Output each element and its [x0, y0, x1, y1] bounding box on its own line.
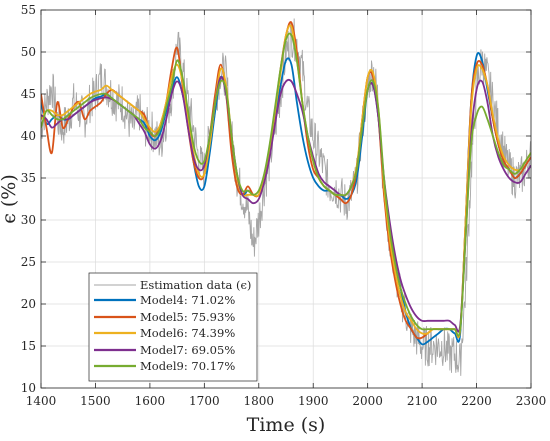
- y-tick-label: 30: [21, 213, 36, 227]
- legend: Estimation data (ϵ) Model4: 71.02% Model…: [88, 272, 258, 382]
- legend-entry: Model9: 70.17%: [94, 359, 235, 373]
- series-line-model: [41, 32, 531, 337]
- y-tick-label: 25: [21, 255, 36, 269]
- axis-ticks: [40, 9, 532, 389]
- x-tick-label: 2200: [461, 394, 492, 408]
- x-tick-label: 1600: [135, 394, 166, 408]
- plot-frame: [40, 9, 532, 389]
- x-tick-label: 1800: [244, 394, 275, 408]
- legend-label: Model5: 75.93%: [140, 310, 235, 324]
- legend-label: Model4: 71.02%: [140, 293, 235, 307]
- legend-entry: Model4: 71.02%: [94, 293, 235, 307]
- x-tick-label: 2100: [407, 394, 438, 408]
- x-tick-label: 1900: [298, 394, 329, 408]
- y-tick-label: 45: [21, 87, 36, 101]
- legend-entry: Model5: 75.93%: [94, 310, 235, 324]
- legend-entry: Model6: 74.39%: [94, 326, 235, 340]
- legend-entry: Model7: 69.05%: [94, 343, 235, 357]
- y-tick-label: 50: [21, 45, 36, 59]
- x-tick-label: 2000: [352, 394, 383, 408]
- y-tick-label: 20: [21, 297, 36, 311]
- legend-box: [88, 272, 258, 382]
- x-tick-label: 2300: [516, 394, 547, 408]
- x-tick-label: 1700: [189, 394, 220, 408]
- legend-label: Model7: 69.05%: [140, 343, 235, 357]
- y-axis-label: ϵ (%): [0, 174, 20, 224]
- y-tick-labels: 10 15 20 25 30 35 40 45 50 55: [21, 3, 36, 395]
- legend-entry: Estimation data (ϵ): [94, 278, 251, 292]
- legend-label: Estimation data (ϵ): [140, 278, 251, 292]
- x-tick-labels: 1400 1500 1600 1700 1800 1900 2000 2100 2200 2300: [26, 394, 547, 408]
- y-tick-label: 55: [21, 3, 36, 17]
- x-tick-label: 1500: [80, 394, 111, 408]
- series-layer: [41, 18, 531, 376]
- y-tick-label: 40: [21, 129, 36, 143]
- x-tick-label: 1400: [26, 394, 57, 408]
- x-axis-label: Time (s): [247, 414, 326, 436]
- legend-label: Model6: 74.39%: [140, 326, 235, 340]
- y-tick-label: 10: [21, 381, 36, 395]
- legend-label: Model9: 70.17%: [140, 359, 235, 373]
- y-tick-label: 35: [21, 171, 36, 185]
- y-tick-label: 15: [21, 339, 36, 353]
